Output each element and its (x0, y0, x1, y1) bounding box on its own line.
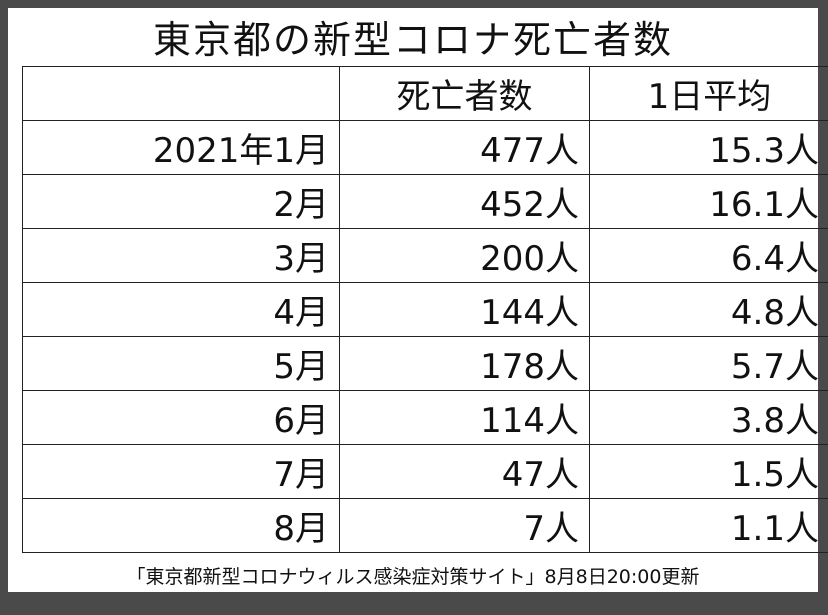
month-cell: 7月 (22, 444, 340, 499)
deaths-cell: 114人 (339, 390, 590, 445)
deaths-cell: 452人 (339, 174, 590, 229)
month-cell: 2021年1月 (22, 120, 340, 175)
table-row: 5月 178人 5.7人 (22, 336, 828, 391)
table-row: 2月 452人 16.1人 (22, 174, 828, 229)
table-sheet: 東京都の新型コロナ死亡者数 死亡者数 1日平均 2021年1月 477人 15.… (8, 8, 828, 592)
table-row: 4月 144人 4.8人 (22, 282, 828, 337)
header-blank-cell (22, 66, 340, 121)
table-row: 6月 114人 3.8人 (22, 390, 828, 445)
deaths-cell: 7人 (339, 498, 590, 553)
daily-average-cell: 1.5人 (589, 444, 828, 499)
month-cell: 2月 (22, 174, 340, 229)
page-title: 東京都の新型コロナ死亡者数 (152, 18, 673, 62)
source-note: 「東京都新型コロナウィルス感染症対策サイト」8月8日20:00更新 (126, 566, 700, 588)
header-daily-average: 1日平均 (589, 66, 828, 121)
header-deaths: 死亡者数 (339, 66, 590, 121)
deaths-cell: 200人 (339, 228, 590, 283)
daily-average-cell: 15.3人 (589, 120, 828, 175)
month-cell: 4月 (22, 282, 340, 337)
table-row: 3月 200人 6.4人 (22, 228, 828, 283)
daily-average-cell: 5.7人 (589, 336, 828, 391)
daily-average-cell: 4.8人 (589, 282, 828, 337)
table-row: 7月 47人 1.5人 (22, 444, 828, 499)
table-row: 8月 7人 1.1人 (22, 498, 828, 553)
daily-average-cell: 16.1人 (589, 174, 828, 229)
month-cell: 3月 (22, 228, 340, 283)
month-cell: 6月 (22, 390, 340, 445)
table-row: 2021年1月 477人 15.3人 (22, 120, 828, 175)
month-cell: 8月 (22, 498, 340, 553)
deaths-cell: 178人 (339, 336, 590, 391)
daily-average-cell: 3.8人 (589, 390, 828, 445)
daily-average-cell: 1.1人 (589, 498, 828, 553)
month-cell: 5月 (22, 336, 340, 391)
table-header-row: 死亡者数 1日平均 (22, 66, 828, 121)
deaths-table: 死亡者数 1日平均 2021年1月 477人 15.3人 2月 452人 16.… (22, 66, 828, 553)
deaths-cell: 47人 (339, 444, 590, 499)
daily-average-cell: 6.4人 (589, 228, 828, 283)
deaths-cell: 477人 (339, 120, 590, 175)
deaths-cell: 144人 (339, 282, 590, 337)
